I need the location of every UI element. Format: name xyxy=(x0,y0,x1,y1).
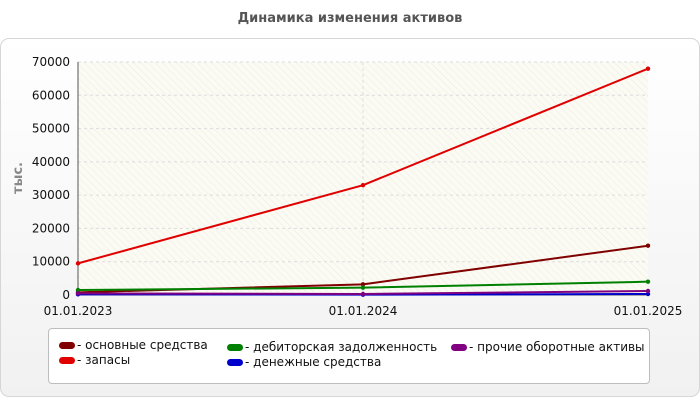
y-tick-label: 70000 xyxy=(32,55,70,69)
y-tick-label: 30000 xyxy=(32,188,70,202)
x-tick-label: 01.01.2023 xyxy=(44,304,113,318)
legend-swatch-inventory xyxy=(59,356,75,364)
legend: - основные средства - запасы - дебиторск… xyxy=(48,328,650,384)
y-tick-label: 50000 xyxy=(32,122,70,136)
x-tick-label: 01.01.2024 xyxy=(329,304,398,318)
x-tick-label: 01.01.2025 xyxy=(614,304,683,318)
legend-label: - денежные средства xyxy=(245,355,382,369)
y-tick-label: 20000 xyxy=(32,221,70,235)
y-tick-label: 40000 xyxy=(32,155,70,169)
legend-swatch-fixed-assets xyxy=(59,341,75,349)
legend-item-inventory: - запасы xyxy=(59,353,130,367)
legend-label: - основные средства xyxy=(77,338,208,352)
legend-swatch-cash xyxy=(227,358,243,366)
data-point xyxy=(645,288,651,294)
y-tick-label: 60000 xyxy=(32,88,70,102)
data-point xyxy=(75,287,81,293)
legend-swatch-receivables xyxy=(227,343,243,351)
chart-title: Динамика изменения активов xyxy=(237,11,463,26)
data-point xyxy=(645,243,651,248)
y-axis-title: тыс. xyxy=(11,162,26,194)
data-point xyxy=(645,66,651,71)
y-tick-label: 0 xyxy=(62,288,70,302)
legend-item-fixed-assets: - основные средства xyxy=(59,338,208,352)
data-point xyxy=(360,182,366,188)
data-point xyxy=(360,282,366,287)
legend-label: - прочие оборотные активы xyxy=(469,340,645,354)
data-point xyxy=(360,285,366,290)
legend-item-receivables: - дебиторская задолженность xyxy=(227,340,437,354)
y-tick-label: 10000 xyxy=(32,255,70,269)
legend-label: - дебиторская задолженность xyxy=(245,340,438,354)
legend-item-cash: - денежные средства xyxy=(227,355,381,369)
legend-label: - запасы xyxy=(77,353,131,367)
data-point xyxy=(645,279,651,284)
data-point xyxy=(75,261,81,266)
data-point xyxy=(360,291,366,297)
data-point xyxy=(75,291,81,296)
legend-swatch-other-current-assets xyxy=(451,343,467,351)
legend-item-other-current-assets: - прочие оборотные активы xyxy=(451,340,645,354)
